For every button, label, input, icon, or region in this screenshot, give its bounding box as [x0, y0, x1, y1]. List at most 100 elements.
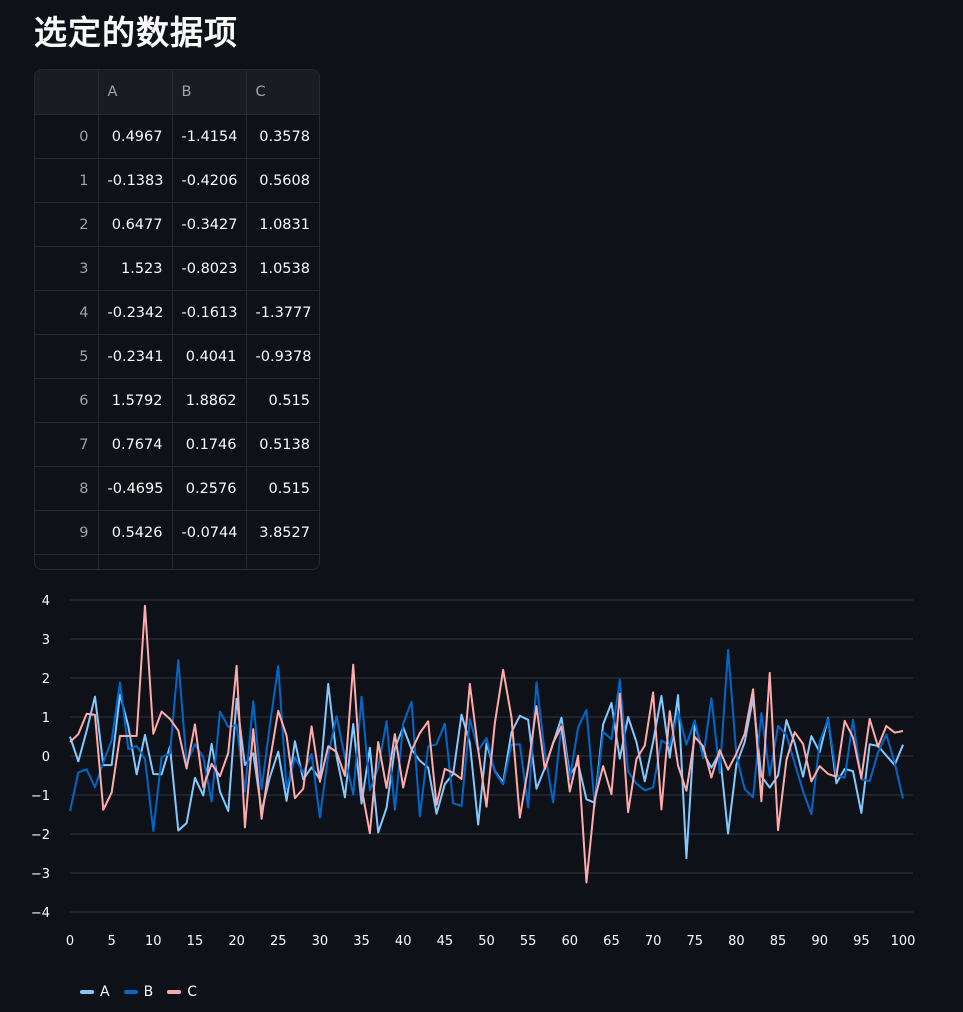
x-tick-label: 50 — [478, 934, 495, 949]
x-tick-label: 60 — [562, 934, 579, 949]
table-cell[interactable]: 0.5138 — [246, 423, 319, 467]
index-header[interactable] — [35, 70, 98, 115]
y-tick-label: 1 — [42, 711, 50, 726]
row-index: 3 — [35, 247, 98, 291]
y-tick-label: 3 — [42, 633, 50, 648]
table-row[interactable]: 5 -0.2341 0.4041 -0.9378 — [35, 335, 319, 379]
y-tick-label: −1 — [31, 789, 50, 804]
legend-item-b[interactable]: B — [124, 984, 154, 1000]
x-tick-label: 15 — [187, 934, 204, 949]
legend-swatch — [167, 990, 181, 994]
table-cell[interactable]: -0.4206 — [172, 159, 246, 203]
table-cell[interactable]: -0.1613 — [172, 291, 246, 335]
y-tick-label: −4 — [31, 906, 50, 921]
table-cell[interactable]: 0.2576 — [172, 467, 246, 511]
table-cell[interactable]: -0.0744 — [172, 511, 246, 555]
x-tick-label: 80 — [728, 934, 745, 949]
x-tick-label: 90 — [811, 934, 828, 949]
table-row[interactable]: 3 1.523 -0.8023 1.0538 — [35, 247, 319, 291]
table-cell[interactable]: -0.2342 — [98, 291, 172, 335]
row-index: 5 — [35, 335, 98, 379]
chart-legend: A B C — [80, 984, 197, 1000]
x-tick-label: 30 — [312, 934, 329, 949]
table-cell[interactable]: -0.1383 — [98, 159, 172, 203]
table-cell[interactable]: 0.7674 — [98, 423, 172, 467]
x-tick-label: 10 — [145, 934, 162, 949]
x-tick-label: 5 — [108, 934, 116, 949]
table-row[interactable]: 2 0.6477 -0.3427 1.0831 — [35, 203, 319, 247]
table-cell[interactable]: 0.515 — [246, 379, 319, 423]
table-cell[interactable]: -0.3427 — [172, 203, 246, 247]
table-cell[interactable]: 0.1746 — [172, 423, 246, 467]
row-index: 0 — [35, 115, 98, 159]
table-row[interactable]: 8 -0.4695 0.2576 0.515 — [35, 467, 319, 511]
row-index: 9 — [35, 511, 98, 555]
legend-label: B — [144, 984, 154, 1000]
table-cell[interactable]: 0.5426 — [98, 511, 172, 555]
legend-label: A — [100, 984, 110, 1000]
row-index: 7 — [35, 423, 98, 467]
column-header-c[interactable]: C — [246, 70, 319, 115]
column-header-b[interactable]: B — [172, 70, 246, 115]
column-header-a[interactable]: A — [98, 70, 172, 115]
page-title: 选定的数据项 — [34, 6, 238, 54]
x-tick-label: 0 — [66, 934, 74, 949]
x-tick-label: 20 — [228, 934, 245, 949]
table-row[interactable]: 9 0.5426 -0.0744 3.8527 — [35, 511, 319, 555]
legend-swatch — [124, 990, 138, 994]
table-cell[interactable]: 0.515 — [246, 467, 319, 511]
table-cell[interactable]: 1.0538 — [246, 247, 319, 291]
x-tick-label: 70 — [645, 934, 662, 949]
x-tick-label: 40 — [395, 934, 412, 949]
y-tick-label: −2 — [31, 828, 50, 843]
legend-label: C — [187, 984, 197, 1000]
table-cell[interactable]: -0.9378 — [246, 335, 319, 379]
legend-item-c[interactable]: C — [167, 984, 197, 1000]
x-tick-label: 95 — [853, 934, 870, 949]
x-tick-label: 100 — [891, 934, 916, 949]
row-index: 4 — [35, 291, 98, 335]
x-tick-label: 35 — [353, 934, 370, 949]
table-cell[interactable]: 1.523 — [98, 247, 172, 291]
table-cell[interactable]: 1.8862 — [172, 379, 246, 423]
legend-item-a[interactable]: A — [80, 984, 110, 1000]
table-cell[interactable]: -0.4695 — [98, 467, 172, 511]
table-cell[interactable]: -1.4154 — [172, 115, 246, 159]
table-cell[interactable]: 0.4967 — [98, 115, 172, 159]
x-tick-label: 55 — [520, 934, 537, 949]
table-cell[interactable]: 3.8527 — [246, 511, 319, 555]
table-cell[interactable]: 0.3578 — [246, 115, 319, 159]
series-line-a[interactable] — [70, 684, 903, 858]
table-cell[interactable]: -1.3777 — [246, 291, 319, 335]
table-filler-row — [35, 555, 319, 570]
table-row[interactable]: 1 -0.1383 -0.4206 0.5608 — [35, 159, 319, 203]
table-cell[interactable]: 1.0831 — [246, 203, 319, 247]
table-cell[interactable]: -0.2341 — [98, 335, 172, 379]
table-cell[interactable]: -0.8023 — [172, 247, 246, 291]
legend-swatch — [80, 990, 94, 994]
row-index: 1 — [35, 159, 98, 203]
row-index: 8 — [35, 467, 98, 511]
y-tick-label: 2 — [42, 672, 50, 687]
table-cell[interactable]: 0.6477 — [98, 203, 172, 247]
row-index: 6 — [35, 379, 98, 423]
table-row[interactable]: 6 1.5792 1.8862 0.515 — [35, 379, 319, 423]
y-tick-label: −3 — [31, 867, 50, 882]
x-tick-label: 25 — [270, 934, 287, 949]
table-row[interactable]: 0 0.4967 -1.4154 0.3578 — [35, 115, 319, 159]
row-index: 2 — [35, 203, 98, 247]
table-cell[interactable]: 0.5608 — [246, 159, 319, 203]
y-tick-label: 0 — [42, 750, 50, 765]
x-tick-label: 65 — [603, 934, 620, 949]
table-cell[interactable]: 0.4041 — [172, 335, 246, 379]
table-row[interactable]: 4 -0.2342 -0.1613 -1.3777 — [35, 291, 319, 335]
y-tick-label: 4 — [42, 594, 50, 609]
x-tick-label: 85 — [770, 934, 787, 949]
x-tick-label: 45 — [437, 934, 454, 949]
table-row[interactable]: 7 0.7674 0.1746 0.5138 — [35, 423, 319, 467]
table-cell[interactable]: 1.5792 — [98, 379, 172, 423]
x-tick-label: 75 — [686, 934, 703, 949]
